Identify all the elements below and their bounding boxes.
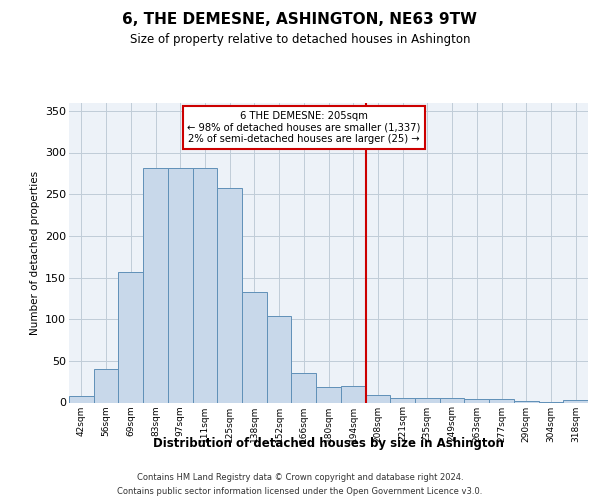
Text: Size of property relative to detached houses in Ashington: Size of property relative to detached ho… bbox=[130, 32, 470, 46]
Bar bbox=[316, 386, 341, 402]
Bar bbox=[94, 369, 118, 402]
Bar bbox=[341, 386, 365, 402]
Y-axis label: Number of detached properties: Number of detached properties bbox=[29, 170, 40, 334]
Bar bbox=[514, 401, 539, 402]
Bar bbox=[267, 316, 292, 402]
Bar bbox=[415, 398, 440, 402]
Text: 6, THE DEMESNE, ASHINGTON, NE63 9TW: 6, THE DEMESNE, ASHINGTON, NE63 9TW bbox=[122, 12, 478, 28]
Text: Contains public sector information licensed under the Open Government Licence v3: Contains public sector information licen… bbox=[118, 488, 482, 496]
Text: Contains HM Land Registry data © Crown copyright and database right 2024.: Contains HM Land Registry data © Crown c… bbox=[137, 472, 463, 482]
Bar bbox=[390, 398, 415, 402]
Bar bbox=[168, 168, 193, 402]
Text: 6 THE DEMESNE: 205sqm
← 98% of detached houses are smaller (1,337)
2% of semi-de: 6 THE DEMESNE: 205sqm ← 98% of detached … bbox=[187, 111, 421, 144]
Bar bbox=[242, 292, 267, 403]
Bar bbox=[217, 188, 242, 402]
Bar bbox=[118, 272, 143, 402]
Text: Distribution of detached houses by size in Ashington: Distribution of detached houses by size … bbox=[154, 438, 504, 450]
Bar bbox=[440, 398, 464, 402]
Bar bbox=[193, 168, 217, 402]
Bar bbox=[292, 372, 316, 402]
Bar bbox=[143, 168, 168, 402]
Bar bbox=[563, 400, 588, 402]
Bar bbox=[365, 395, 390, 402]
Bar bbox=[489, 399, 514, 402]
Bar bbox=[464, 399, 489, 402]
Bar bbox=[69, 396, 94, 402]
